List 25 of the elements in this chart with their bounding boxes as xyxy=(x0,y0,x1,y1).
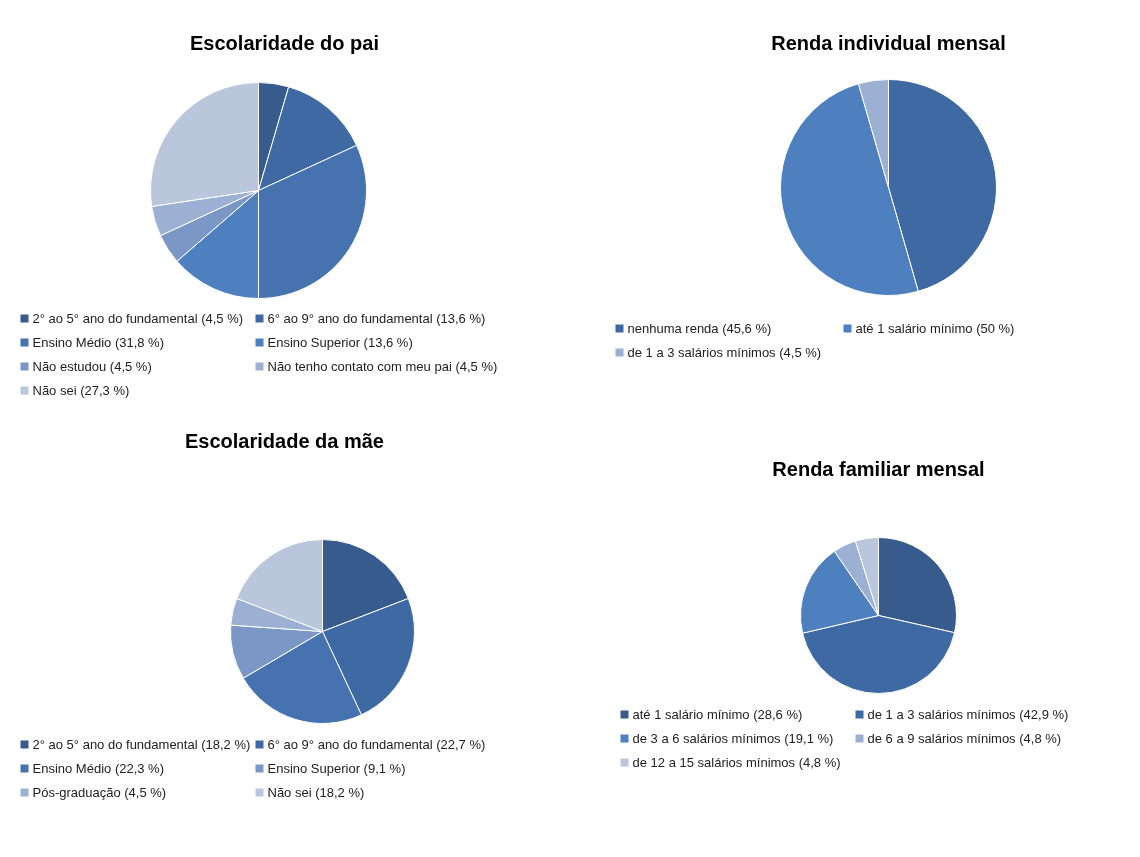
legend-label: Não estudou (4,5 %) xyxy=(32,359,152,374)
legend-label: de 6 a 9 salários mínimos (4,8 %) xyxy=(867,731,1062,746)
chart-title: Escolaridade da mãe xyxy=(185,429,384,452)
legend-label: de 3 a 6 salários mínimos (19,1 %) xyxy=(632,731,834,746)
legend-label: Pós-graduação (4,5 %) xyxy=(32,785,167,800)
legend-label: Não sei (27,3 %) xyxy=(32,383,130,398)
legend-label: Não tenho contato com meu pai (4,5 %) xyxy=(267,359,498,374)
legend-label: até 1 salário mínimo (50 %) xyxy=(855,321,1015,336)
legend-label: Ensino Médio (31,8 %) xyxy=(32,335,165,350)
legend-label: Não sei (18,2 %) xyxy=(267,785,365,800)
legend-label: 6° ao 9° ano do fundamental (13,6 %) xyxy=(267,311,486,326)
legend-label: Ensino Médio (22,3 %) xyxy=(32,761,165,776)
legend-label: de 12 a 15 salários mínimos (4,8 %) xyxy=(632,755,841,770)
chart-title: Renda familiar mensal xyxy=(772,457,985,480)
legend-label: Ensino Superior (9,1 %) xyxy=(267,761,406,776)
legend-label: de 1 a 3 salários mínimos (4,5 %) xyxy=(627,345,822,360)
legend-label: 2° ao 5° ano do fundamental (4,5 %) xyxy=(32,311,244,326)
legend-label: de 1 a 3 salários mínimos (42,9 %) xyxy=(867,707,1069,722)
legend-label: 6° ao 9° ano do fundamental (22,7 %) xyxy=(267,737,486,752)
legend-label: nenhuma renda (45,6 %) xyxy=(627,321,772,336)
legend-label: até 1 salário mínimo (28,6 %) xyxy=(632,707,803,722)
chart-title: Escolaridade do pai xyxy=(190,31,379,54)
chart-title: Renda individual mensal xyxy=(771,31,1006,54)
legend-label: 2° ao 5° ano do fundamental (18,2 %) xyxy=(32,737,251,752)
legend-label: Ensino Superior (13,6 %) xyxy=(267,335,413,350)
